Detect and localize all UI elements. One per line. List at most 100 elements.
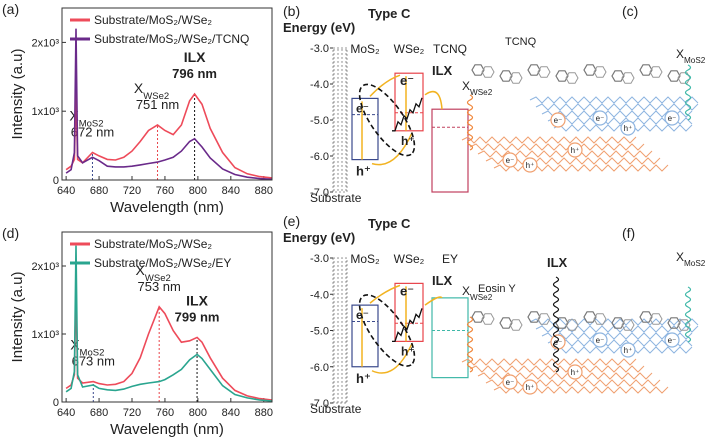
- carrier: [550, 112, 566, 128]
- carrier: [592, 110, 608, 126]
- x-tick-label: 760: [156, 185, 174, 197]
- molecule: [639, 64, 653, 76]
- electron-label: e⁻: [400, 73, 414, 88]
- ilx-label: ILX: [432, 63, 453, 78]
- x-tick-label: 800: [189, 185, 207, 197]
- axis-title: Energy (eV): [283, 230, 355, 245]
- carrier: [620, 120, 636, 136]
- ilx-emission: [392, 97, 423, 132]
- band-name: TCNQ: [433, 42, 467, 56]
- carrier: [567, 142, 583, 158]
- molecule: [677, 72, 691, 84]
- exciton-label: XMoS2: [676, 47, 706, 65]
- exciton-label-sub: WSe2: [470, 293, 493, 302]
- electron-label: e⁻: [356, 308, 369, 322]
- electron-label: e⁻: [554, 116, 563, 125]
- y-axis-label: Intensity (a.u): [9, 49, 26, 140]
- band-box: [431, 108, 469, 193]
- annotation-value: 796 nm: [172, 66, 217, 81]
- x-tick-label: 640: [57, 185, 75, 197]
- molecule: [639, 311, 653, 323]
- molecule: [555, 70, 569, 82]
- annotation-label-sub: MoS2: [79, 118, 104, 129]
- lattice: [493, 164, 669, 172]
- molecule: [621, 72, 635, 84]
- molecule: [667, 317, 681, 329]
- molecule: [677, 319, 691, 331]
- ilx-label: ILX: [547, 255, 568, 270]
- band-box: [431, 297, 469, 379]
- electron-label: e⁻: [596, 336, 605, 345]
- hole-label: h⁺: [526, 383, 535, 392]
- transfer-arrow: [371, 132, 413, 166]
- hole-label: h⁺: [356, 164, 371, 179]
- panel-label: (f): [622, 225, 635, 241]
- exciton-ellipse: [358, 83, 416, 157]
- electron-label: e⁻: [668, 336, 677, 345]
- molecule-label: TCNQ: [505, 36, 537, 48]
- lattice: [541, 110, 693, 118]
- transfer-arrow: [369, 284, 401, 304]
- y-tick-label: 2x10³: [31, 37, 59, 49]
- legend-label: Substrate/MoS₂/WSe₂: [94, 237, 212, 251]
- molecule: [481, 66, 495, 78]
- y-tick-label: -5.0: [310, 326, 329, 338]
- carrier: [620, 342, 636, 358]
- molecule: [621, 319, 635, 331]
- annotation-value: 751 nm: [136, 97, 179, 112]
- electron-label: e⁻: [554, 338, 563, 347]
- y-tick-label: -7.0: [310, 398, 329, 410]
- legend-label: Substrate/MoS₂/WSe₂: [94, 13, 212, 27]
- molecule: [527, 311, 541, 323]
- lattice: [461, 136, 637, 144]
- annotation-label-sub: WSe2: [145, 272, 171, 283]
- electron-label: e⁻: [668, 114, 677, 123]
- band-box: [351, 97, 379, 161]
- exciton-label: XWSe2: [462, 79, 493, 97]
- spectrum-line: [65, 286, 273, 401]
- molecule: [527, 64, 541, 76]
- band-name: MoS₂: [350, 252, 380, 266]
- exciton-label-sub: WSe2: [470, 88, 493, 97]
- emission: [552, 276, 560, 373]
- ilx-emission: [392, 308, 423, 343]
- y-tick-label: 0: [53, 175, 59, 187]
- hole-label: h⁺: [356, 371, 371, 386]
- molecule: [611, 70, 625, 82]
- panel-label: (d): [2, 225, 19, 241]
- hole-label: h⁺: [526, 161, 535, 170]
- x-tick-label: 880: [255, 185, 273, 197]
- y-tick-label: -6.0: [310, 151, 329, 163]
- y-tick-label: -7.0: [310, 187, 329, 199]
- molecule: [667, 70, 681, 82]
- molecule: [555, 317, 569, 329]
- plot-frame: [61, 231, 273, 403]
- hole-label: h⁺: [571, 146, 580, 155]
- molecule: [565, 319, 579, 331]
- axis-title: Energy (eV): [283, 20, 355, 35]
- ilx-label: ILX: [432, 273, 453, 288]
- transfer-arrow: [371, 343, 413, 374]
- x-tick-label: 880: [255, 407, 273, 419]
- band-name: WSe₂: [394, 252, 425, 266]
- lattice: [535, 325, 699, 333]
- lattice: [469, 143, 645, 151]
- electron-label: e⁻: [506, 378, 515, 387]
- lattice: [493, 386, 669, 394]
- diagram-title: Type C: [368, 216, 411, 231]
- exciton-label: XWSe2: [462, 284, 493, 302]
- substrate: [332, 257, 348, 404]
- lattice: [535, 103, 699, 111]
- lattice: [469, 365, 645, 373]
- annotation-label-sub: MoS2: [80, 347, 105, 358]
- substrate-label: Substrate: [310, 402, 362, 416]
- molecule: [499, 70, 513, 82]
- molecule: [471, 64, 485, 76]
- hole-label: h⁺: [571, 368, 580, 377]
- substrate: [332, 47, 348, 193]
- x-tick-label: 720: [123, 185, 141, 197]
- annotation-value: 672 nm: [71, 124, 114, 139]
- emission: [466, 94, 474, 151]
- annotation-value: 673 nm: [72, 354, 115, 369]
